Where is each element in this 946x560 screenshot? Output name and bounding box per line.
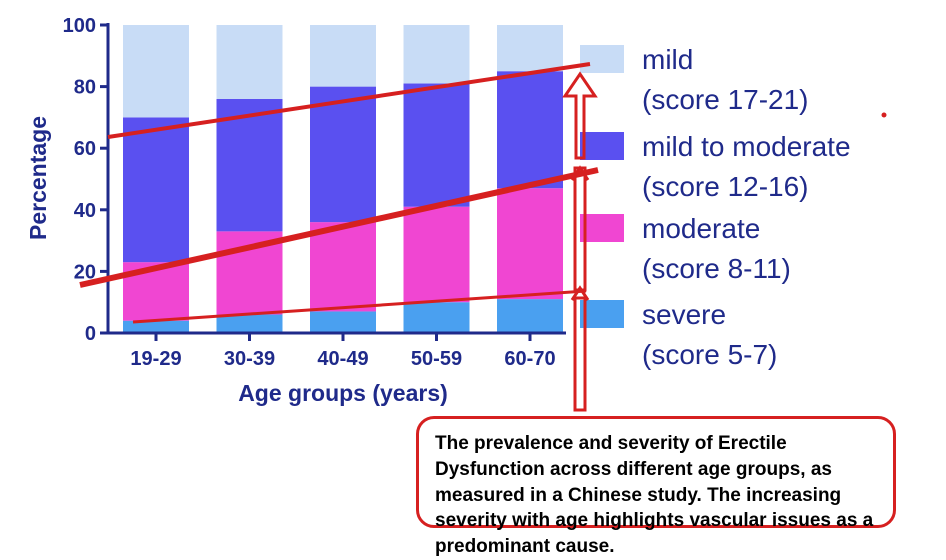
trend-line-middle [79,167,599,288]
bar-segment-mild-50-59 [403,25,470,84]
x-tick-label: 40-49 [317,348,368,370]
x-tick-label: 50-59 [411,348,462,370]
bar-segment-mild-to-moderate-50-59 [403,83,470,207]
bar-segment-mild-19-29 [123,25,189,118]
bar-segment-mild-to-moderate-30-39 [216,98,283,232]
stacked-bar-chart: 0 20 40 60 80 100 19-29 30-39 40-49 50-59 60-70 mi… [25,15,887,412]
x-tick-label: 30-39 [224,348,275,370]
bar-segment-severe-50-59 [403,302,470,333]
legend-label: moderate [642,213,760,244]
legend-layer: mild (score 17-21) mild to moderate (score … [580,44,851,370]
legend-score-range: (score 17-21) [642,84,809,115]
bar-segment-mild-to-moderate-19-29 [123,117,189,263]
caption-box: The prevalence and severity of Erectile … [416,416,896,557]
trend-line-upper [107,62,591,139]
x-tick-label: 19-29 [130,348,181,370]
x-axis-label: Age groups (years) [238,380,448,406]
bars-layer [123,25,563,333]
legend-swatch-mild-to-moderate [580,132,624,160]
legend-label: mild [642,44,693,75]
bar-segment-mild-30-39 [216,25,283,99]
bar-segment-mild-to-moderate-60-70 [497,71,563,189]
y-tick-label: 80 [74,77,96,99]
y-tick-label: 60 [74,138,96,160]
arrowhead-icon [570,285,590,301]
bar-segment-severe-60-70 [497,299,563,333]
legend-swatch-mild [580,45,624,73]
annotation-layer [79,62,887,412]
y-tick-label: 40 [74,200,96,222]
bar-segment-severe-30-39 [216,314,283,333]
y-tick-label: 100 [63,15,96,37]
y-tick-label: 0 [85,323,96,345]
legend-label: severe [642,299,726,330]
bar-segment-severe-19-29 [123,320,189,333]
bar-segment-severe-40-49 [310,311,376,333]
arrow-up-icon [562,71,598,160]
trend-line-lower [132,289,587,324]
bar-segment-moderate-50-59 [403,206,470,303]
legend-swatch-moderate [580,214,624,242]
arrow-shaft-segment [573,296,587,412]
axes-layer: 0 20 40 60 80 100 19-29 30-39 40-49 50-59 60-70 [63,15,566,370]
y-tick-label: 20 [74,261,96,283]
caption-text: The prevalence and severity of Erectile … [435,433,874,558]
bar-segment-moderate-60-70 [497,188,563,300]
y-axis-label: Percentage [25,116,51,240]
bar-segment-moderate-40-49 [310,222,376,312]
red-dot-mark [881,112,887,118]
bar-segment-mild-60-70 [497,25,563,72]
legend-swatch-severe [580,300,624,328]
legend-score-range: (score 8-11) [642,253,791,284]
legend-score-range: (score 5-7) [642,339,777,370]
x-tick-label: 60-70 [504,348,555,370]
legend-label: mild to moderate [642,131,851,162]
arrowhead-icon [570,165,590,181]
bar-segment-mild-40-49 [310,25,376,87]
legend-score-range: (score 12-16) [642,171,809,202]
bar-segment-mild-to-moderate-40-49 [310,86,376,223]
